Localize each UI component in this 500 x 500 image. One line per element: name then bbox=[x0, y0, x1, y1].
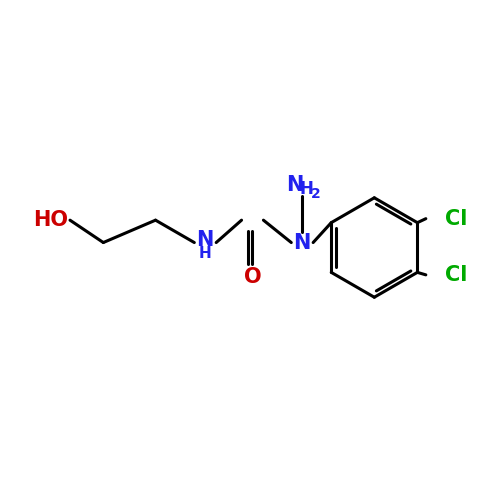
Text: HO: HO bbox=[34, 210, 68, 230]
Text: N: N bbox=[196, 230, 214, 250]
Text: Cl: Cl bbox=[444, 265, 467, 285]
Text: H: H bbox=[299, 180, 313, 198]
Text: N: N bbox=[294, 232, 311, 252]
Text: O: O bbox=[244, 268, 262, 287]
Text: 2: 2 bbox=[311, 188, 320, 202]
Text: N: N bbox=[286, 176, 304, 196]
Text: Cl: Cl bbox=[444, 208, 467, 229]
Text: H: H bbox=[199, 246, 211, 261]
